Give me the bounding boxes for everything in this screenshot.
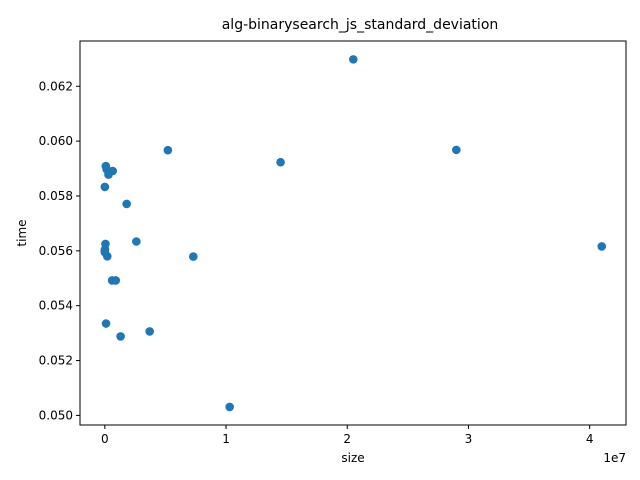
x-axis-label: size <box>341 451 364 465</box>
data-point <box>111 276 121 285</box>
data-point <box>100 182 110 192</box>
data-point <box>145 327 154 336</box>
data-point <box>101 239 110 249</box>
y-tick-label: 0.056 <box>39 244 73 258</box>
data-point <box>101 319 111 328</box>
data-point <box>116 332 125 341</box>
data-point <box>349 55 358 64</box>
data-point <box>452 145 461 155</box>
plot-area: 0 1 2 3 4 0.050 0.052 0.054 0.056 0.058 0.060 0.06… <box>39 40 627 446</box>
x-axis-offset-label: 1e7 <box>603 451 626 465</box>
axes-frame <box>79 40 627 426</box>
data-point <box>597 242 607 251</box>
data-point <box>225 402 234 412</box>
data-point <box>132 237 141 246</box>
data-point <box>102 252 112 261</box>
data-point <box>122 199 131 209</box>
x-axis-ticks: 0 1 2 3 4 <box>101 425 593 446</box>
x-tick-label: 3 <box>465 432 473 446</box>
y-tick-label: 0.058 <box>39 189 73 203</box>
y-tick-label: 0.054 <box>39 299 73 313</box>
data-point <box>276 157 285 167</box>
y-tick-label: 0.050 <box>39 408 73 422</box>
x-tick-label: 2 <box>343 432 351 446</box>
y-tick-label: 0.052 <box>39 354 73 368</box>
data-point <box>163 145 173 155</box>
x-tick-label: 1 <box>222 432 230 446</box>
x-tick-label: 4 <box>586 432 594 446</box>
data-points <box>100 55 607 412</box>
y-tick-label: 0.060 <box>39 134 73 148</box>
x-tick-label: 0 <box>101 432 109 446</box>
chart-title: alg-binarysearch_js_standard_deviation <box>222 17 499 33</box>
y-axis-label: time <box>15 219 29 246</box>
y-axis-ticks: 0.050 0.052 0.054 0.056 0.058 0.060 0.062 <box>39 79 80 422</box>
data-point <box>189 252 198 261</box>
data-point <box>108 166 118 176</box>
y-tick-label: 0.062 <box>39 79 73 93</box>
